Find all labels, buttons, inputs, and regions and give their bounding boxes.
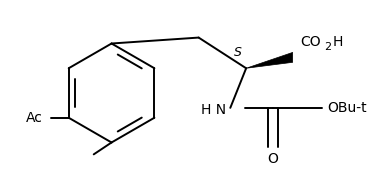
Text: CO: CO xyxy=(300,35,321,48)
Text: H: H xyxy=(332,35,343,48)
Text: Ac: Ac xyxy=(26,111,43,125)
Text: O: O xyxy=(267,152,278,166)
Text: OBu-t: OBu-t xyxy=(327,101,367,115)
Text: 2: 2 xyxy=(324,43,331,53)
Polygon shape xyxy=(246,52,293,68)
Text: S: S xyxy=(234,46,242,59)
Text: H N: H N xyxy=(201,103,226,117)
